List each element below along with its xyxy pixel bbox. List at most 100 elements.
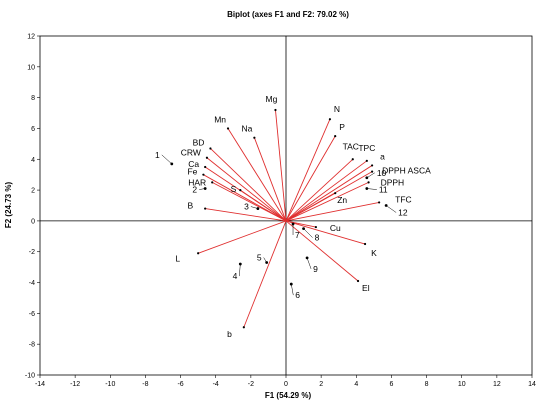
variable-point — [197, 252, 200, 255]
axes-layer: -14 -12 -10 -8 -6 -4 -2 0 2 4 6 8 10 12 14-10-8-6-4-20… — [25, 34, 536, 389]
observation-leader — [239, 264, 241, 277]
observation-label: 11 — [379, 185, 388, 195]
y-tick-label: -8 — [29, 342, 35, 349]
variable-vector — [211, 181, 287, 222]
variable-label: b — [227, 329, 232, 339]
variable-point — [202, 173, 205, 176]
x-tick-label: 2 — [319, 381, 323, 388]
x-tick-label: 4 — [354, 381, 358, 388]
variable-label: L — [175, 253, 180, 263]
variable-vector — [197, 220, 287, 254]
variable-label: K — [371, 248, 377, 258]
observation-label: 5 — [257, 253, 262, 263]
variable-label: Zn — [337, 195, 347, 205]
y-tick-label: 4 — [31, 157, 35, 164]
observation-label: 8 — [315, 233, 320, 243]
variable-point — [371, 164, 374, 167]
x-tick-label: 6 — [389, 381, 393, 388]
observation-label: 1 — [155, 150, 160, 160]
variable-point — [371, 170, 374, 173]
observation-label: 10 — [377, 168, 387, 178]
variable-vector — [285, 192, 336, 222]
variable-label: Mn — [214, 114, 226, 124]
variable-point — [367, 181, 370, 184]
observation-label: 6 — [295, 290, 300, 300]
variable-vector — [285, 220, 366, 245]
x-tick-label: 14 — [528, 381, 536, 388]
observation-leader — [250, 206, 258, 209]
variable-label: Fe — [187, 167, 197, 177]
variable-vector — [285, 220, 359, 282]
y-tick-label: 8 — [31, 95, 35, 102]
variable-point — [274, 108, 277, 112]
variable-vector — [243, 220, 287, 328]
observation-point — [238, 262, 242, 266]
x-tick-label: -2 — [248, 381, 254, 388]
y-tick-label: -6 — [29, 311, 35, 318]
variable-vector — [275, 109, 287, 221]
variable-label: DPPH ASCA — [382, 166, 431, 176]
variable-vector — [227, 128, 287, 222]
variable-label: CRW — [181, 148, 201, 158]
variable-label: BD — [193, 137, 205, 147]
variable-point — [378, 201, 381, 204]
variable-label: El — [362, 283, 370, 293]
variable-vector — [285, 165, 373, 222]
variable-label: Cu — [330, 223, 341, 233]
variable-label: B — [187, 201, 193, 211]
observation-leader — [263, 257, 267, 263]
observation-leader — [199, 188, 206, 190]
x-tick-label: -6 — [177, 381, 183, 388]
observation-label: 3 — [244, 202, 249, 212]
variable-label: Na — [241, 124, 252, 134]
observation-label: 7 — [295, 230, 300, 240]
x-tick-label: -8 — [142, 381, 148, 388]
y-tick-label: -10 — [25, 373, 35, 380]
variable-vector — [285, 119, 331, 222]
variable-label: TFC — [395, 194, 412, 204]
observation-label: 9 — [313, 264, 318, 274]
variable-point — [205, 156, 209, 159]
variable-label: S — [231, 184, 237, 194]
variable-point — [204, 207, 207, 210]
y-tick-label: 2 — [31, 188, 35, 195]
variable-label: TPC — [358, 143, 375, 153]
x-tick-label: 0 — [284, 381, 288, 388]
variable-point — [356, 279, 360, 283]
variable-point — [351, 158, 354, 161]
variable-vector — [285, 160, 368, 222]
variable-vector — [240, 189, 287, 222]
observation-label: 4 — [233, 271, 238, 281]
variable-vector — [205, 208, 287, 222]
variable-vector — [203, 174, 287, 222]
variable-point — [226, 127, 230, 130]
variable-point — [363, 242, 367, 246]
observation-leader — [291, 284, 294, 296]
variable-label: Mg — [266, 94, 278, 104]
observation-label: 2 — [192, 185, 197, 195]
y-tick-label: 12 — [27, 34, 35, 41]
variable-vector — [285, 201, 380, 222]
variable-point — [314, 225, 317, 229]
y-axis-title: F2 (24.73 %) — [4, 182, 13, 229]
variable-point — [209, 147, 212, 150]
observation-leader — [366, 188, 377, 190]
variable-point — [211, 181, 214, 184]
variable-label: a — [380, 151, 385, 161]
variable-vector — [210, 148, 287, 222]
variable-vector — [285, 158, 354, 222]
variable-label: P — [339, 122, 345, 132]
x-tick-label: 8 — [425, 381, 429, 388]
y-tick-label: -2 — [29, 249, 35, 256]
variable-label: DPPH — [381, 177, 405, 187]
variable-point — [334, 135, 337, 138]
variable-vector — [253, 137, 287, 222]
y-tick-label: 0 — [31, 218, 35, 225]
variable-vector — [206, 157, 287, 222]
variable-point — [365, 159, 368, 162]
x-tick-label: -12 — [70, 381, 80, 388]
variable-point — [242, 326, 245, 329]
